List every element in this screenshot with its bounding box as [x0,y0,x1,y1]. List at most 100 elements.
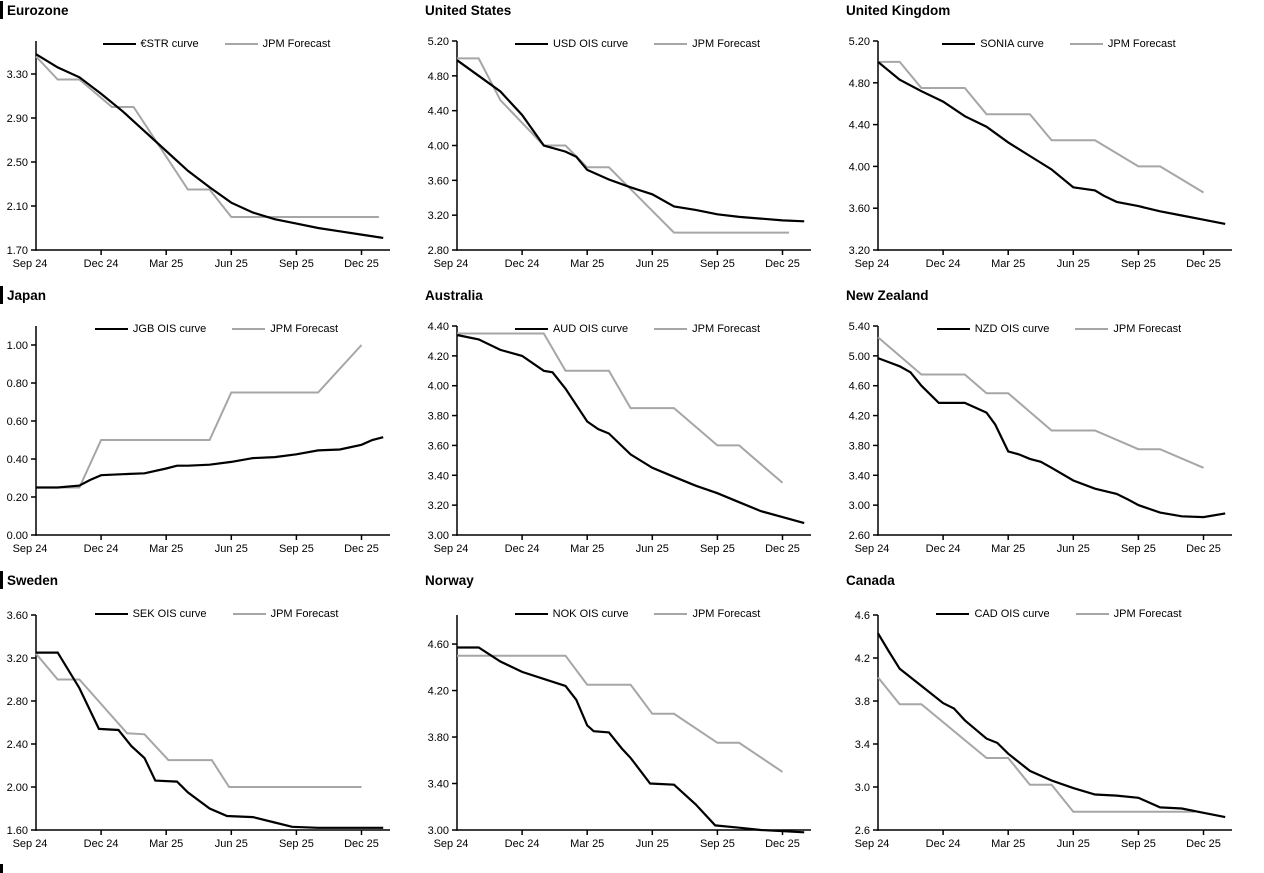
chart-panel-new-zealand: New Zealand NZD OIS curve JPM Forecast 2… [842,285,1264,570]
forecast-line-swatch [654,328,688,330]
ois-legend-label: SONIA curve [980,38,1044,50]
svg-text:3.60: 3.60 [428,175,449,187]
svg-text:Mar 25: Mar 25 [149,838,183,850]
svg-text:Mar 25: Mar 25 [991,258,1025,270]
plot-area: CAD OIS curve JPM Forecast 2.6 3.0 3.4 3.8 4… [842,593,1264,859]
svg-text:Sep 24: Sep 24 [434,543,469,555]
svg-text:Jun 25: Jun 25 [1057,258,1090,270]
ois-line-swatch [942,43,976,45]
svg-text:4.40: 4.40 [428,106,449,118]
svg-text:5.00: 5.00 [849,351,870,363]
svg-text:Sep 25: Sep 25 [700,838,735,850]
svg-text:Sep 24: Sep 24 [13,543,48,555]
line-chart-united-kingdom: 3.20 3.60 4.00 4.40 4.80 5.20 Sep 24 Dec 24 Mar … [849,36,1232,270]
svg-text:4.00: 4.00 [849,161,870,173]
svg-text:Dec 24: Dec 24 [926,838,961,850]
plot-area: JGB OIS curve JPM Forecast 0.00 0.20 0.40 0… [0,308,421,560]
ois-legend-label: JGB OIS curve [132,323,207,335]
chart-legend: USD OIS curve JPM Forecast [457,38,818,50]
line-chart-japan: 0.00 0.20 0.40 0.60 0.80 1.00 Sep 24 Dec 24 Mar … [7,326,390,555]
forecast-legend-label: JPM Forecast [1107,38,1176,50]
chart-legend: SONIA curve JPM Forecast [878,38,1240,50]
svg-text:Sep 25: Sep 25 [1121,258,1156,270]
chart-panel-united-states: United States USD OIS curve JPM Forecast… [421,0,842,285]
forecast-line-swatch [232,613,266,615]
svg-text:Jun 25: Jun 25 [636,838,669,850]
svg-text:4.6: 4.6 [855,610,870,622]
svg-text:2.50: 2.50 [7,157,28,169]
forecast-legend-label: JPM Forecast [1113,323,1182,335]
svg-text:4.60: 4.60 [849,381,870,393]
chart-legend: SEK OIS curve JPM Forecast [36,608,397,620]
chart-legend: AUD OIS curve JPM Forecast [457,323,818,335]
legend-item-forecast: JPM Forecast [232,608,338,620]
line-chart-united-states: 2.80 3.20 3.60 4.00 4.40 4.80 5.20 Sep 24 Dec 24… [428,36,811,270]
svg-text:Mar 25: Mar 25 [149,543,183,555]
svg-text:Mar 25: Mar 25 [149,258,183,270]
svg-text:3.00: 3.00 [428,825,449,837]
chart-legend: NZD OIS curve JPM Forecast [878,323,1240,335]
svg-text:2.00: 2.00 [7,782,28,794]
svg-text:3.20: 3.20 [7,653,28,665]
svg-text:1.60: 1.60 [7,825,28,837]
panel-header: Norway [421,570,842,593]
ois-legend-label: SEK OIS curve [132,608,207,620]
svg-text:4.20: 4.20 [428,686,449,698]
section-marker-partial [0,864,3,873]
forecast-line-swatch [654,613,688,615]
line-chart-canada: 2.6 3.0 3.4 3.8 4.2 4.6 Sep 24 Dec 24 Mar 25 Jun … [855,610,1232,850]
svg-text:Dec 25: Dec 25 [1186,258,1221,270]
section-marker-bar [0,571,3,589]
forecast-legend-label: JPM Forecast [270,323,339,335]
legend-item-forecast: JPM Forecast [224,38,331,50]
svg-text:Sep 25: Sep 25 [1121,838,1156,850]
plot-area: €STR curve JPM Forecast 1.70 2.10 2.50 2.90… [0,23,421,275]
chart-title: United States [425,3,512,18]
svg-text:5.40: 5.40 [849,321,870,333]
svg-text:Dec 25: Dec 25 [344,838,379,850]
ois-line-swatch [514,43,548,45]
panel-header: Australia [421,285,842,308]
svg-text:Sep 25: Sep 25 [1121,543,1156,555]
svg-text:Jun 25: Jun 25 [1057,838,1090,850]
legend-item-ois: AUD OIS curve [514,323,628,335]
plot-area: USD OIS curve JPM Forecast 2.80 3.20 3.60 4… [421,23,842,275]
ois-line-swatch [936,328,970,330]
chart-legend: JGB OIS curve JPM Forecast [36,323,397,335]
chart-legend: CAD OIS curve JPM Forecast [878,608,1240,620]
svg-text:Dec 25: Dec 25 [1186,543,1221,555]
panel-header: United Kingdom [842,0,1264,23]
svg-text:Mar 25: Mar 25 [570,543,604,555]
ois-line-swatch [514,613,548,615]
line-chart-eurozone: 1.70 2.10 2.50 2.90 3.30 Sep 24 Dec 24 Mar 25 Ju… [7,41,390,270]
section-marker-bar [0,1,3,19]
svg-text:Dec 25: Dec 25 [765,258,800,270]
legend-item-ois: NOK OIS curve [514,608,628,620]
ois-legend-label: NZD OIS curve [974,323,1050,335]
forecast-line-swatch [654,43,688,45]
forecast-legend-label: JPM Forecast [262,38,331,50]
svg-text:3.40: 3.40 [428,470,449,482]
plot-area: AUD OIS curve JPM Forecast 3.00 3.20 3.40 3… [421,308,842,560]
svg-text:2.10: 2.10 [7,201,28,213]
legend-item-forecast: JPM Forecast [654,608,760,620]
svg-text:Sep 25: Sep 25 [279,543,314,555]
ois-legend-label: USD OIS curve [552,38,629,50]
chart-title: United Kingdom [846,3,951,18]
legend-item-ois: USD OIS curve [514,38,629,50]
svg-text:Dec 25: Dec 25 [765,838,800,850]
plot-area: NZD OIS curve JPM Forecast 2.60 3.00 3.40 3… [842,308,1264,560]
svg-text:Jun 25: Jun 25 [636,258,669,270]
forecast-line-swatch [224,43,258,45]
chart-legend: €STR curve JPM Forecast [36,38,397,50]
svg-text:3.40: 3.40 [849,470,870,482]
svg-text:Jun 25: Jun 25 [215,258,248,270]
svg-text:Mar 25: Mar 25 [570,258,604,270]
svg-text:2.60: 2.60 [849,530,870,542]
svg-text:3.60: 3.60 [428,440,449,452]
line-chart-australia: 3.00 3.20 3.40 3.60 3.80 4.00 4.20 4.40 Sep 24 De… [428,321,811,555]
svg-text:2.40: 2.40 [7,739,28,751]
svg-text:Sep 24: Sep 24 [855,838,890,850]
legend-item-ois: SEK OIS curve [94,608,207,620]
